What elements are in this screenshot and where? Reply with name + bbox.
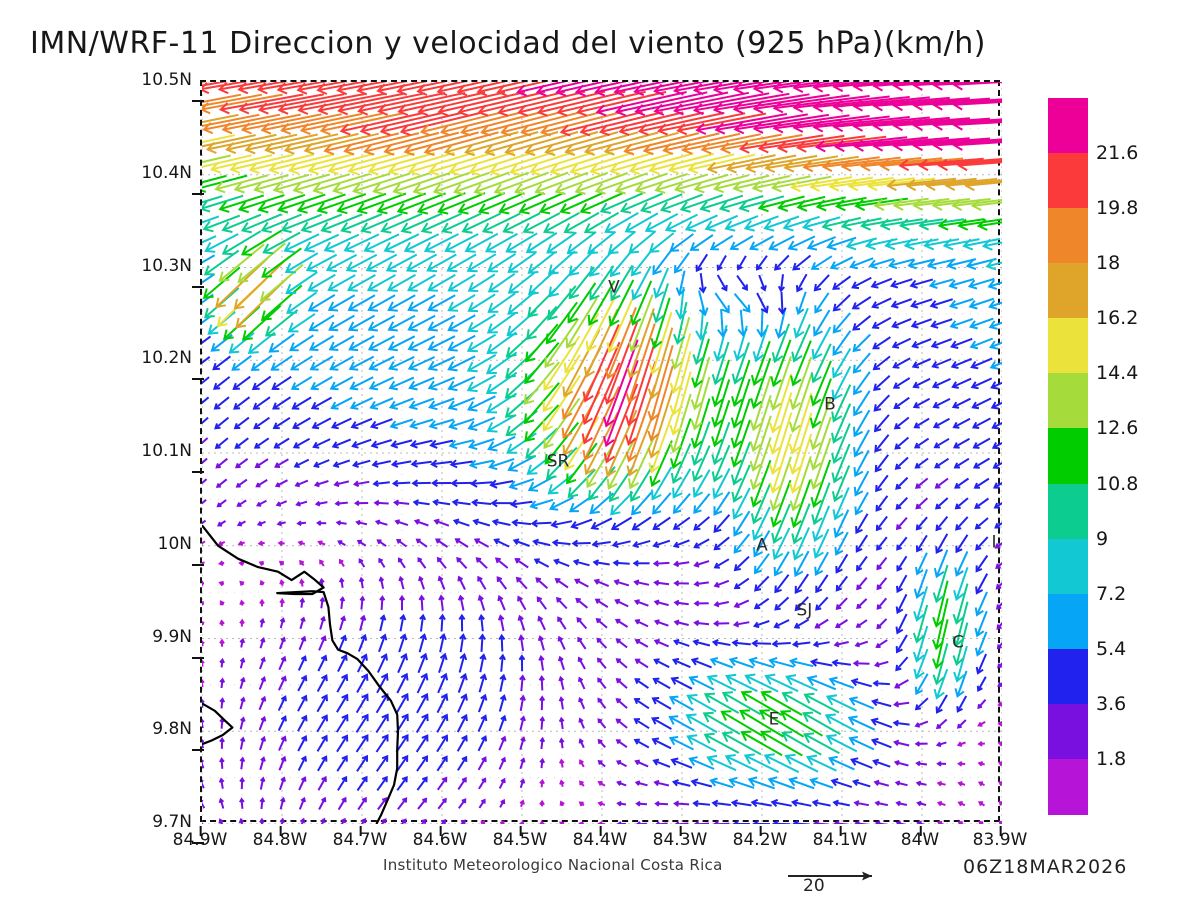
colorbar-band (1048, 484, 1088, 540)
y-axis-tick: 10N (0, 544, 192, 564)
x-axis-tick: 84.5W (493, 830, 548, 850)
colorbar-tick-label: 18 (1096, 252, 1120, 274)
x-axis-tick-mark (520, 826, 522, 836)
colorbar-band (1048, 98, 1088, 154)
colorbar-band (1048, 263, 1088, 319)
x-axis-tick: 84.6W (413, 830, 468, 850)
colorbar-tick-label: 1.8 (1096, 748, 1126, 770)
y-axis-tick: 10.4N (0, 173, 192, 193)
y-axis-tick-label: 10N (158, 534, 192, 554)
x-axis-tick-mark (1000, 826, 1002, 836)
colorbar-band (1048, 704, 1088, 760)
reference-vector-icon (780, 862, 890, 902)
x-axis-tick-mark (760, 826, 762, 836)
x-axis-tick: 84.7W (333, 830, 388, 850)
colorbar-band (1048, 318, 1088, 374)
y-axis-tick-label: 10.2N (141, 348, 192, 368)
date-stamp: 06Z18MAR2026 (963, 856, 1127, 878)
x-axis-tick: 84.1W (813, 830, 868, 850)
x-axis-tick-mark (840, 826, 842, 836)
y-axis-tick-label: 9.7N (152, 812, 192, 832)
colorbar-tick-label: 7.2 (1096, 583, 1126, 605)
page-title: IMN/WRF-11 Direccion y velocidad del vie… (30, 26, 986, 61)
x-axis-tick: 84.9W (173, 830, 228, 850)
x-axis-tick: 84.2W (733, 830, 788, 850)
y-axis-tick: 10.3N (0, 266, 192, 286)
reference-vector-label: 20 (803, 876, 825, 896)
y-axis-tick: 10.5N (0, 80, 192, 100)
colorbar-band (1048, 759, 1088, 815)
colorbar-band (1048, 208, 1088, 264)
footer-credit: Instituto Meteorologico Nacional Costa R… (383, 856, 723, 874)
y-axis-tick: 10.2N (0, 358, 192, 378)
colorbar-tick-label: 10.8 (1096, 473, 1138, 495)
x-axis-tick-mark (200, 826, 202, 836)
colorbar-tick-label: 3.6 (1096, 693, 1126, 715)
colorbar (1048, 98, 1088, 814)
x-axis-tick-mark (920, 826, 922, 836)
y-axis-tick-label: 9.8N (152, 719, 192, 739)
city-label-a: A (756, 537, 768, 554)
colorbar-tick-label: 21.6 (1096, 142, 1138, 164)
y-axis-tick-label: 10.4N (141, 163, 192, 183)
colorbar-band (1048, 594, 1088, 650)
colorbar-tick-label: 9 (1096, 528, 1108, 550)
city-label-e: E (769, 712, 780, 729)
x-axis-tick: 83.9W (973, 830, 1028, 850)
colorbar-tick-label: 16.2 (1096, 307, 1138, 329)
x-axis-tick-mark (440, 826, 442, 836)
x-axis-tick: 84.3W (653, 830, 708, 850)
city-label-v: V (608, 279, 620, 296)
x-axis-tick-mark (680, 826, 682, 836)
x-axis-tick: 84W (901, 830, 939, 850)
x-axis-tick-mark (360, 826, 362, 836)
city-label-i: I (991, 534, 996, 551)
y-axis-tick-label: 10.5N (141, 70, 192, 90)
city-label-c: C (952, 635, 964, 652)
x-axis-tick-mark (600, 826, 602, 836)
city-label-sr: SR (547, 454, 570, 471)
colorbar-tick-label: 19.8 (1096, 197, 1138, 219)
city-label-b: B (824, 396, 836, 413)
plot-area: V B SR A I SJ C E (200, 80, 1000, 822)
colorbar-band (1048, 539, 1088, 595)
city-label-layer: V B SR A I SJ C E (202, 82, 1002, 824)
colorbar-band (1048, 649, 1088, 705)
city-label-sj: SJ (796, 602, 812, 619)
colorbar-band (1048, 428, 1088, 484)
colorbar-tick-label: 5.4 (1096, 638, 1126, 660)
y-axis-tick: 10.1N (0, 451, 192, 471)
x-axis-tick-mark (280, 826, 282, 836)
colorbar-band (1048, 373, 1088, 429)
colorbar-tick-label: 12.6 (1096, 417, 1138, 439)
colorbar-band (1048, 153, 1088, 209)
y-axis-tick-label: 10.3N (141, 256, 192, 276)
colorbar-tick-label: 14.4 (1096, 362, 1138, 384)
y-axis-tick: 9.7N (0, 822, 192, 842)
y-axis-tick-label: 9.9N (152, 627, 192, 647)
x-axis-tick: 84.4W (573, 830, 628, 850)
colorbar-labels: 21.6 19.8 18 16.2 14.4 12.6 10.8 9 7.2 5.4 3.6 1.8 (1096, 98, 1196, 814)
y-axis-tick: 9.8N (0, 729, 192, 749)
y-axis-tick-label: 10.1N (141, 441, 192, 461)
x-axis-tick: 84.8W (253, 830, 308, 850)
y-axis-tick: 9.9N (0, 637, 192, 657)
